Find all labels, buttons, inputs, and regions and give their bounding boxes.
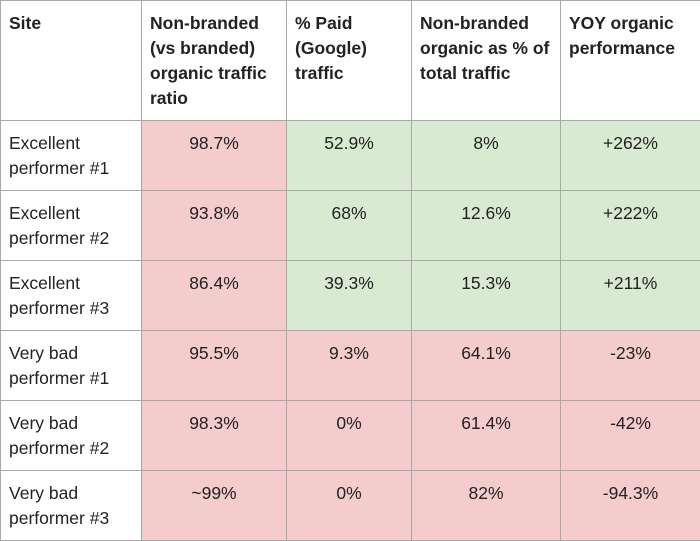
site-cell: Excellent performer #1 xyxy=(1,121,142,191)
value-cell: -42% xyxy=(561,401,700,471)
value-cell: +262% xyxy=(561,121,700,191)
value-cell: 52.9% xyxy=(287,121,412,191)
site-cell: Very bad performer #3 xyxy=(1,471,142,541)
value-cell: +222% xyxy=(561,191,700,261)
value-cell: ~99% xyxy=(142,471,287,541)
site-cell: Very bad performer #2 xyxy=(1,401,142,471)
site-cell: Excellent performer #2 xyxy=(1,191,142,261)
value-cell: 95.5% xyxy=(142,331,287,401)
site-cell: Very bad performer #1 xyxy=(1,331,142,401)
header-cell: Non-branded (vs branded) organic traffic… xyxy=(142,1,287,121)
value-cell: 39.3% xyxy=(287,261,412,331)
value-cell: 15.3% xyxy=(412,261,561,331)
header-cell: Non-branded organic as % of total traffi… xyxy=(412,1,561,121)
value-cell: 64.1% xyxy=(412,331,561,401)
value-cell: 98.3% xyxy=(142,401,287,471)
value-cell: 68% xyxy=(287,191,412,261)
site-cell: Excellent performer #3 xyxy=(1,261,142,331)
value-cell: 61.4% xyxy=(412,401,561,471)
value-cell: 86.4% xyxy=(142,261,287,331)
value-cell: 8% xyxy=(412,121,561,191)
value-cell: 9.3% xyxy=(287,331,412,401)
table-row: Very bad performer #3~99%0%82%-94.3% xyxy=(1,471,700,541)
header-cell: Site xyxy=(1,1,142,121)
value-cell: -23% xyxy=(561,331,700,401)
value-cell: 93.8% xyxy=(142,191,287,261)
header-cell: % Paid (Google) traffic xyxy=(287,1,412,121)
header-cell: YOY organic performance xyxy=(561,1,700,121)
value-cell: 0% xyxy=(287,471,412,541)
value-cell: 12.6% xyxy=(412,191,561,261)
value-cell: 98.7% xyxy=(142,121,287,191)
value-cell: 0% xyxy=(287,401,412,471)
value-cell: +211% xyxy=(561,261,700,331)
value-cell: -94.3% xyxy=(561,471,700,541)
value-cell: 82% xyxy=(412,471,561,541)
